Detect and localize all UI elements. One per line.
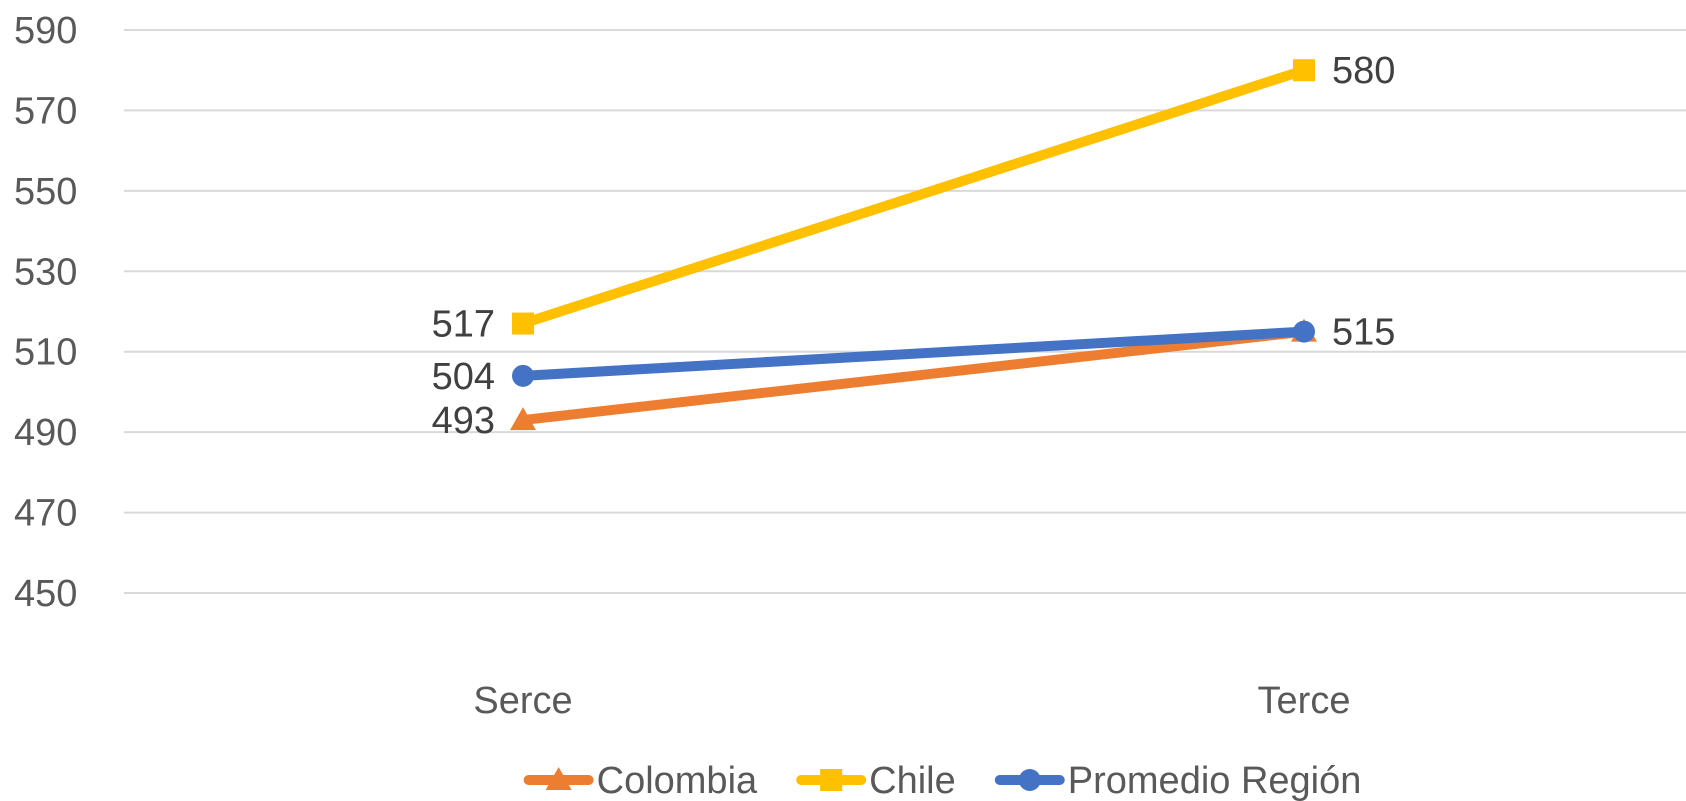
- legend-marker: [1018, 769, 1041, 791]
- y-tick-label: 490: [14, 412, 77, 454]
- series-line: [518, 326, 1309, 381]
- gridlines: [124, 29, 1686, 594]
- series-layer: [510, 59, 1317, 431]
- data-labels-layer: 493 517 580 504 515: [432, 50, 1396, 442]
- legend-item: Promedio Región: [994, 760, 1362, 801]
- legend: Colombia Chile Promedio Región: [523, 760, 1362, 801]
- legend-marker: [545, 767, 572, 790]
- y-tick-label: 510: [14, 332, 77, 374]
- data-point-marker: [510, 407, 536, 431]
- legend-marker: [820, 769, 843, 791]
- data-label: 580: [1332, 50, 1395, 92]
- x-axis-tick-labels: Serce Terce: [473, 680, 1350, 722]
- data-point-marker: [1293, 59, 1315, 82]
- legend-label: Colombia: [597, 760, 758, 801]
- legend-label: Promedio Región: [1068, 760, 1362, 801]
- data-label: 504: [432, 356, 495, 398]
- data-label: 493: [432, 400, 495, 442]
- data-label: 517: [432, 304, 495, 346]
- y-tick-label: 530: [14, 251, 77, 293]
- y-tick-label: 450: [14, 573, 77, 615]
- legend-item: Chile: [796, 760, 956, 801]
- y-tick-label: 550: [14, 171, 77, 213]
- y-tick-label: 590: [14, 10, 77, 52]
- data-point-marker: [512, 364, 534, 387]
- series-line: [518, 326, 1309, 426]
- data-point-marker: [1293, 320, 1315, 343]
- x-tick-label: Terce: [1258, 680, 1351, 722]
- y-tick-label: 570: [14, 90, 77, 132]
- data-label: 515: [1332, 312, 1395, 354]
- series-line: [518, 65, 1309, 329]
- legend-item: Colombia: [523, 760, 758, 801]
- x-tick-label: Serce: [473, 680, 572, 722]
- legend-label: Chile: [869, 760, 956, 801]
- data-point-marker: [512, 312, 534, 335]
- y-axis-tick-labels: 450 470 490 510 530 550 570 590: [14, 10, 77, 615]
- y-tick-label: 470: [14, 493, 77, 535]
